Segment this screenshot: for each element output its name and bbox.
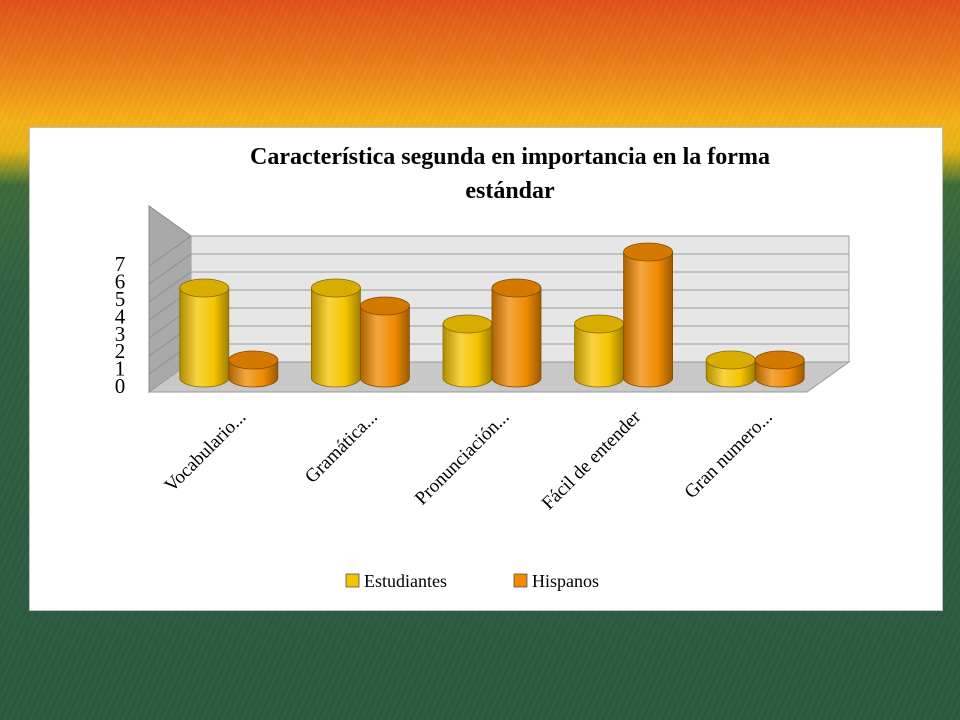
bar-top [623, 242, 673, 262]
legend-swatch-0 [345, 573, 360, 588]
legend-label-1: Hispanos [532, 571, 599, 591]
bar-top [179, 278, 230, 298]
x-tick-label: Fácil de entender [538, 406, 646, 514]
bar-hispanos-0 [228, 350, 279, 388]
bar-top [442, 314, 493, 334]
bar-body [311, 287, 361, 388]
legend-label-0: Estudiantes [364, 571, 447, 591]
bar-estudiantes-2 [442, 314, 493, 388]
legend: Estudiantes Hispanos [345, 571, 599, 591]
bar-estudiantes-4 [705, 350, 756, 388]
x-tick-label: Vocabulario... [161, 407, 251, 497]
bar-body [623, 251, 673, 388]
bar-hispanos-2 [491, 278, 542, 388]
chart-title-line-1: Característica segunda en importancia en… [250, 144, 770, 170]
bar-body [442, 323, 493, 388]
y-tick-label: 5 [115, 287, 126, 311]
bar-estudiantes-0 [179, 278, 230, 388]
legend-swatch-1 [513, 573, 528, 588]
y-tick-label: 4 [115, 304, 126, 328]
bar-top [754, 350, 805, 370]
chart-card: Característica segunda en importancia en… [29, 127, 943, 611]
y-tick-label: 1 [115, 357, 126, 381]
y-tick-label: 2 [115, 339, 126, 363]
gridline-side [148, 271, 192, 303]
bar-body [179, 287, 230, 388]
bar-body [360, 305, 410, 388]
bar-body [574, 323, 624, 388]
y-tick-label: 6 [115, 270, 126, 294]
y-tick-label: 0 [115, 374, 126, 398]
bar-chart: Característica segunda en importancia en… [115, 144, 851, 591]
gridline-side [148, 235, 192, 267]
y-tick-label: 3 [115, 322, 126, 346]
bar-top [491, 278, 542, 298]
x-tick-label: Pronunciación... [411, 407, 514, 510]
y-tick-label: 7 [115, 252, 126, 276]
bar-hispanos-3 [623, 242, 673, 388]
chart-title-line-2: estándar [465, 178, 555, 204]
bar-hispanos-1 [359, 296, 410, 388]
gridline-side [148, 253, 192, 285]
bar-top [228, 350, 279, 370]
bar-top [705, 350, 756, 370]
bar-top [310, 278, 361, 298]
bar-estudiantes-1 [310, 278, 361, 388]
bar-top [359, 296, 410, 316]
bar-hispanos-4 [754, 350, 805, 388]
bar-estudiantes-3 [574, 314, 624, 388]
x-tick-label: Gran numero... [681, 407, 777, 503]
bar-body [491, 287, 542, 388]
bar-top [574, 314, 624, 334]
x-tick-label: Gramática... [301, 407, 382, 488]
